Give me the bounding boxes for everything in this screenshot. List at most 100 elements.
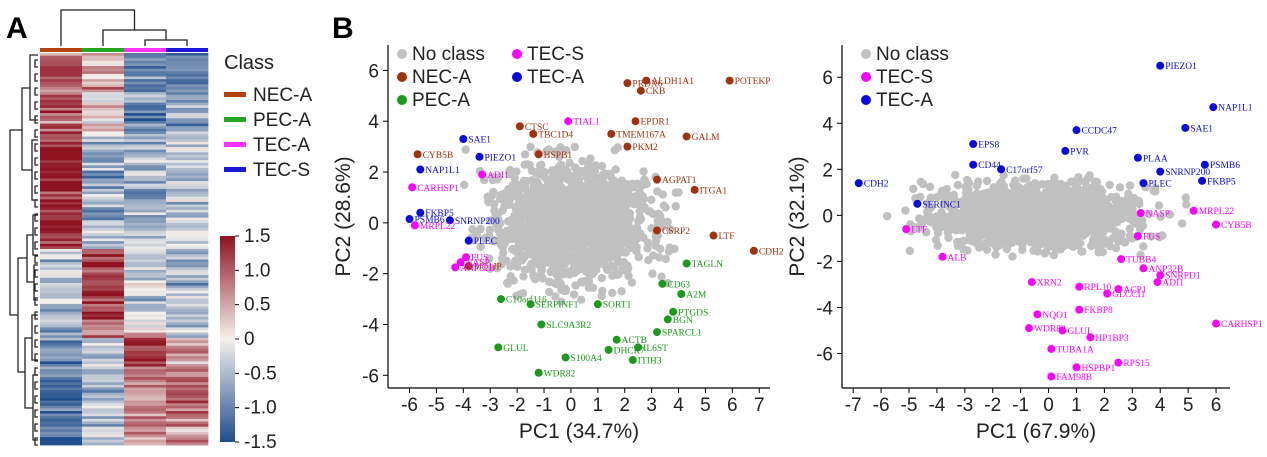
heatmap-cell <box>82 269 125 273</box>
scatter-point-tec-a <box>969 139 978 148</box>
heatmap-cell <box>124 136 167 140</box>
scatter-point-no-class <box>570 142 579 152</box>
heatmap-cell <box>124 89 167 93</box>
scatter-point-tec-s <box>1114 285 1123 294</box>
heatmap-cell <box>82 309 125 313</box>
dendrogram-branch <box>34 227 38 236</box>
scatter-point-no-class <box>969 214 978 224</box>
heatmap-cell <box>40 183 83 187</box>
colorbar-tick-label: -0.5 <box>244 363 277 384</box>
heatmap-cell <box>124 212 167 216</box>
scatter-point-pec-a <box>653 328 662 337</box>
scatter-point-no-class <box>602 265 612 274</box>
heatmap-cell <box>40 371 83 375</box>
scatter-point-tec-s <box>564 117 573 126</box>
heatmap-cell <box>82 71 125 75</box>
scatter-point-no-class <box>574 265 584 274</box>
scatter-point-no-class <box>611 191 620 200</box>
heatmap-cell <box>166 94 209 98</box>
heatmap-cell <box>124 53 167 57</box>
scatter-point-nec-a <box>653 226 662 235</box>
heatmap-cell <box>166 377 209 381</box>
heatmap-cell <box>166 97 209 101</box>
heatmap-cell <box>40 175 83 179</box>
scatter-point-no-class <box>610 145 619 155</box>
heatmap-cell <box>124 66 167 70</box>
heatmap-cell <box>166 293 209 297</box>
heatmap-cell <box>40 241 83 245</box>
heatmap-cell <box>82 97 125 101</box>
heatmap-cell <box>166 343 209 347</box>
heatmap-cell <box>82 369 125 373</box>
scatter-point-no-class <box>951 170 960 180</box>
scatter-point-nec-a <box>682 132 691 141</box>
heatmap-cell <box>166 311 209 315</box>
heatmap-cell <box>40 293 83 297</box>
scatter-point-no-class <box>542 245 552 254</box>
heatmap-cell <box>166 298 209 302</box>
heatmap-cell <box>40 343 83 347</box>
heatmap-cell <box>166 181 209 185</box>
heatmap-cell <box>166 58 209 62</box>
y-tick-label: 2 <box>822 160 833 181</box>
scatter-point-tec-s <box>938 252 947 261</box>
heatmap-cell <box>40 68 83 72</box>
scatter-point-no-class <box>970 224 979 233</box>
scatter-point-pec-a <box>628 356 637 365</box>
heatmap-cell <box>82 162 125 166</box>
heatmap-cell <box>124 102 167 106</box>
scatter-point-no-class <box>922 228 931 237</box>
heatmap-cell <box>82 403 125 407</box>
x-tick-label: 3 <box>1127 395 1138 416</box>
heatmap-cell <box>124 309 167 313</box>
scatter-point-no-class <box>980 191 990 201</box>
heatmap-cell <box>124 298 167 302</box>
legend-label: TEC-S <box>876 67 933 88</box>
scatter-point-no-class <box>996 205 1006 214</box>
heatmap-cell <box>166 358 209 362</box>
scatter-point-no-class <box>555 175 565 184</box>
point-label: SORT1 <box>603 301 632 311</box>
heatmap-cell <box>124 139 167 143</box>
heatmap-cell <box>40 348 83 352</box>
scatter-point-tec-s <box>456 258 465 267</box>
scatter-point-no-class <box>905 246 915 256</box>
scatter-point-no-class <box>1075 239 1085 248</box>
scatter-point-no-class <box>476 242 485 251</box>
scatter-point-no-class <box>1144 209 1154 219</box>
scatter-point-no-class <box>661 254 670 264</box>
scatter-point-no-class <box>1019 187 1028 197</box>
heatmap-cell <box>166 144 209 148</box>
x-tick-label: 6 <box>727 395 738 416</box>
heatmap-cell <box>82 303 125 307</box>
heatmap-cell <box>166 384 209 388</box>
heatmap-cell <box>166 68 209 72</box>
scatter-point-no-class <box>1112 192 1121 202</box>
heatmap-cell <box>40 126 83 130</box>
heatmap-cell <box>166 136 209 140</box>
scatter-point-no-class <box>523 160 532 169</box>
heatmap-cell <box>166 81 209 85</box>
heatmap-cell <box>40 437 83 441</box>
point-label: CARHSP1 <box>1221 320 1263 330</box>
heatmap-cell <box>40 73 83 77</box>
scatter-point-no-class <box>575 227 585 237</box>
heatmap-cell <box>166 60 209 64</box>
heatmap-cell <box>40 280 83 284</box>
heatmap-cell <box>166 160 209 164</box>
point-label: HSPBP1 <box>1081 364 1115 374</box>
heatmap-cell <box>166 290 209 294</box>
scatter-point-tec-a <box>969 160 978 169</box>
scatter-point-no-class <box>530 274 540 284</box>
heatmap-cell <box>166 183 209 187</box>
scatter-point-no-class <box>600 202 609 211</box>
dendrogram-branch <box>34 255 38 264</box>
heatmap-cell <box>40 413 83 417</box>
legend-marker <box>512 72 522 82</box>
scatter-point-tec-a <box>1133 153 1142 162</box>
scatter-point-no-class <box>1177 219 1187 228</box>
y-tick-label: -6 <box>816 344 833 365</box>
scatter-point-no-class <box>586 154 595 163</box>
heatmap-cell <box>124 272 167 276</box>
scatter-point-no-class <box>498 242 508 252</box>
